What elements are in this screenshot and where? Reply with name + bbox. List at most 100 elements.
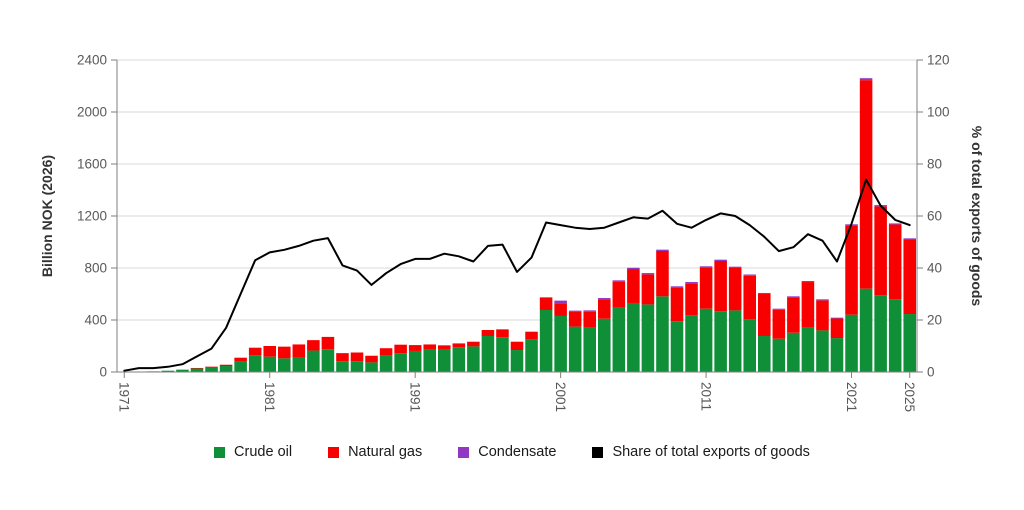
- bar-2006-crude-oil: [627, 302, 640, 372]
- bar-1995-crude-oil: [467, 346, 480, 372]
- bar-1989-crude-oil: [379, 355, 393, 372]
- bar-2010-crude-oil: [685, 315, 698, 372]
- bar-1985-crude-oil: [321, 349, 335, 372]
- left-tick-label: 1200: [77, 209, 107, 224]
- share-of-exports-line: [123, 178, 911, 372]
- bar-1991-crude-oil: [408, 350, 422, 372]
- bar-2009-natural-gas: [670, 287, 684, 322]
- bar-1989-natural-gas: [379, 348, 393, 356]
- right-tick-label: 20: [927, 313, 942, 328]
- bar-2002-condensate: [568, 310, 582, 312]
- bar-2020-condensate: [830, 317, 844, 319]
- bar-2000-natural-gas: [539, 297, 553, 310]
- bar-2016-crude-oil: [772, 338, 786, 372]
- petroleum-exports-chart: 0 400 800 1200 1600 2000 2400 0 20 40 60 80 100 120 19…: [39, 53, 985, 412]
- bar-2025-natural-gas: [903, 239, 916, 315]
- bar-2019-natural-gas: [816, 300, 829, 331]
- bar-1986-crude-oil: [336, 361, 349, 372]
- legend-item-natural-gas: Natural gas: [328, 444, 422, 460]
- bar-1992-crude-oil: [423, 349, 436, 372]
- bar-2025-crude-oil: [903, 314, 916, 372]
- bar-2018-natural-gas: [801, 282, 815, 328]
- bar-1998-crude-oil: [510, 350, 524, 372]
- bar-2008-crude-oil: [656, 296, 669, 372]
- bar-1979-crude-oil: [234, 361, 247, 372]
- gridlines: [117, 59, 917, 321]
- bar-2001-crude-oil: [554, 315, 567, 372]
- bar-2024-natural-gas: [888, 224, 902, 300]
- right-tick-label: 100: [927, 105, 950, 120]
- legend-swatch: [458, 446, 470, 458]
- bar-2005-condensate: [612, 280, 626, 282]
- bar-2006-natural-gas: [627, 269, 640, 303]
- bar-2015-condensate: [758, 292, 771, 294]
- bar-1998-natural-gas: [510, 341, 524, 351]
- x-tick-label: 2011: [698, 382, 713, 411]
- legend: Crude oil Natural gas Condensate Share of t…: [0, 444, 1024, 460]
- legend-item-share-of-total-exports-of-goods: Share of total exports of goods: [592, 444, 810, 460]
- bar-2003-condensate: [583, 310, 596, 312]
- bar-2018-crude-oil: [801, 327, 815, 372]
- bar-1994-crude-oil: [452, 347, 466, 372]
- bar-2022-condensate: [859, 78, 873, 81]
- x-tick-label: 2021: [844, 382, 859, 412]
- bar-2016-condensate: [772, 308, 786, 310]
- bar-1993-crude-oil: [438, 348, 451, 372]
- bar-2008-condensate: [656, 249, 669, 251]
- x-tick-label: 1991: [407, 382, 422, 412]
- bar-1988-natural-gas: [365, 355, 378, 363]
- bar-1999-natural-gas: [525, 331, 538, 340]
- right-tick-label: 0: [927, 365, 935, 380]
- bar-2025-condensate: [903, 238, 916, 240]
- bar-1990-crude-oil: [394, 353, 407, 372]
- bar-2017-condensate: [787, 296, 800, 298]
- bar-1978-natural-gas: [219, 364, 233, 367]
- bar-2021-natural-gas: [845, 225, 858, 315]
- legend-label: Condensate: [478, 444, 557, 460]
- bar-2009-crude-oil: [670, 321, 684, 372]
- bar-2018-condensate: [801, 281, 815, 283]
- bar-1991-natural-gas: [408, 345, 422, 351]
- left-tick-label: 800: [84, 261, 107, 276]
- bar-2004-crude-oil: [598, 318, 611, 372]
- legend-item-crude-oil: Crude oil: [214, 444, 292, 460]
- bar-2011-crude-oil: [699, 308, 713, 372]
- bar-1983-crude-oil: [292, 357, 306, 372]
- bar-1996-crude-oil: [481, 335, 495, 372]
- bar-2013-condensate: [728, 266, 742, 268]
- bar-1986-natural-gas: [336, 353, 349, 362]
- bar-1981-crude-oil: [263, 356, 276, 372]
- right-tick-label: 120: [927, 53, 950, 68]
- bar-2012-condensate: [714, 259, 727, 261]
- bar-2004-condensate: [598, 298, 611, 300]
- legend-swatch: [592, 446, 604, 458]
- bar-2017-natural-gas: [787, 297, 800, 333]
- bar-1987-natural-gas: [350, 352, 364, 362]
- bar-1974-crude-oil: [161, 370, 175, 372]
- bar-2012-crude-oil: [714, 311, 727, 372]
- bar-2010-natural-gas: [685, 283, 698, 316]
- x-tick-label: 1971: [117, 382, 132, 412]
- bar-2023-natural-gas: [874, 206, 887, 296]
- bar-series-group: [118, 78, 916, 373]
- bar-1993-natural-gas: [438, 345, 451, 349]
- bar-2004-natural-gas: [598, 299, 611, 319]
- bar-2005-crude-oil: [612, 307, 626, 372]
- bar-2024-condensate: [888, 223, 902, 225]
- bar-2010-condensate: [685, 282, 698, 284]
- bar-2022-crude-oil: [859, 288, 873, 372]
- right-tick-label: 80: [927, 157, 942, 172]
- bar-1997-natural-gas: [496, 329, 509, 338]
- bar-2024-crude-oil: [888, 299, 902, 372]
- bar-1976-crude-oil: [190, 368, 204, 372]
- bar-1979-natural-gas: [234, 357, 247, 362]
- x-tick-label: 2001: [553, 382, 568, 412]
- bar-2007-condensate: [641, 273, 655, 275]
- bar-1980-natural-gas: [248, 347, 262, 356]
- bar-1984-natural-gas: [307, 340, 320, 351]
- tick-labels: 0 400 800 1200 1600 2000 2400 0 20 40 60 80 100 120 19…: [77, 53, 950, 412]
- legend-swatch: [214, 446, 226, 458]
- bar-2016-natural-gas: [772, 309, 786, 339]
- bar-2012-natural-gas: [714, 260, 727, 312]
- bar-1981-natural-gas: [263, 346, 276, 357]
